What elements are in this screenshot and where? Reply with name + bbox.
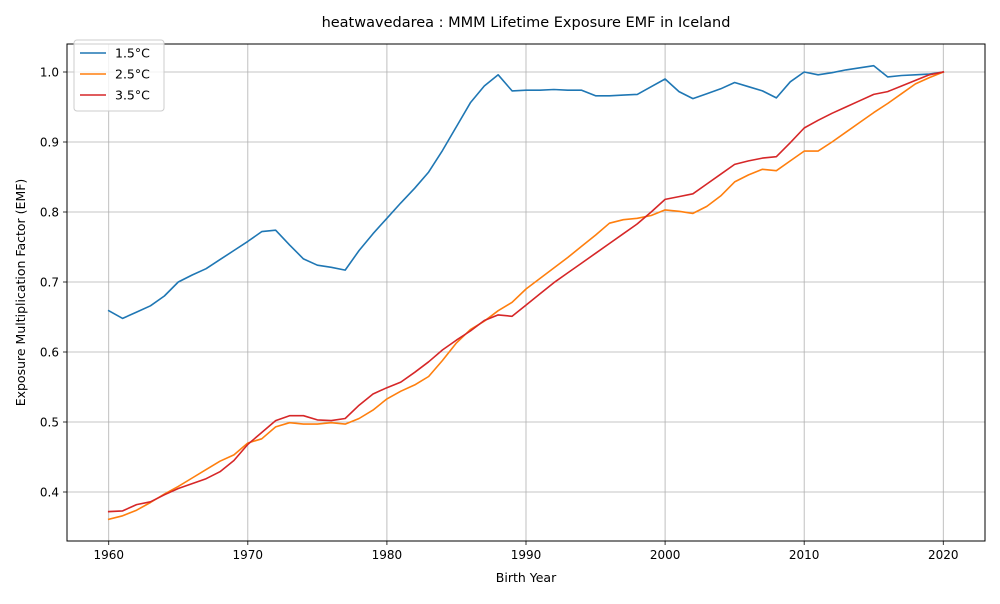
x-tick-label: 1970 — [233, 548, 264, 562]
chart-title: heatwavedarea : MMM Lifetime Exposure EM… — [322, 15, 731, 31]
legend: 1.5°C 2.5°C 3.5°C — [73, 39, 165, 112]
y-tick-label: 0.6 — [40, 346, 59, 360]
legend-box — [73, 39, 165, 112]
x-tick-label: 2020 — [928, 548, 959, 562]
series-group — [107, 64, 945, 521]
series-line-1 — [107, 64, 945, 320]
y-tick-label: 0.7 — [40, 276, 59, 290]
legend-label-1: 1.5°C — [115, 46, 150, 61]
x-tick-label: 2000 — [650, 548, 681, 562]
x-tick-label: 1980 — [372, 548, 403, 562]
y-tick-label: 0.9 — [40, 136, 59, 150]
x-tick-label: 2010 — [789, 548, 820, 562]
series-line-3 — [107, 71, 945, 513]
x-axis-label: Birth Year — [496, 570, 557, 585]
y-tick-label: 0.4 — [40, 486, 59, 500]
y-tick-label: 1.0 — [40, 66, 59, 80]
x-tick-label: 1960 — [93, 548, 124, 562]
grid — [67, 44, 985, 541]
legend-label-3: 3.5°C — [115, 88, 150, 103]
y-tick-label: 0.5 — [40, 416, 59, 430]
x-tick-label: 1990 — [511, 548, 542, 562]
legend-label-2: 2.5°C — [115, 67, 150, 82]
y-axis-label: Exposure Multiplication Factor (EMF) — [13, 179, 28, 407]
ticks: 1960 1970 1980 1990 2000 2010 2020 0.4 0.5 0.6 0.7… — [40, 66, 959, 563]
series-line-2 — [107, 70, 945, 521]
y-tick-label: 0.8 — [40, 206, 59, 220]
